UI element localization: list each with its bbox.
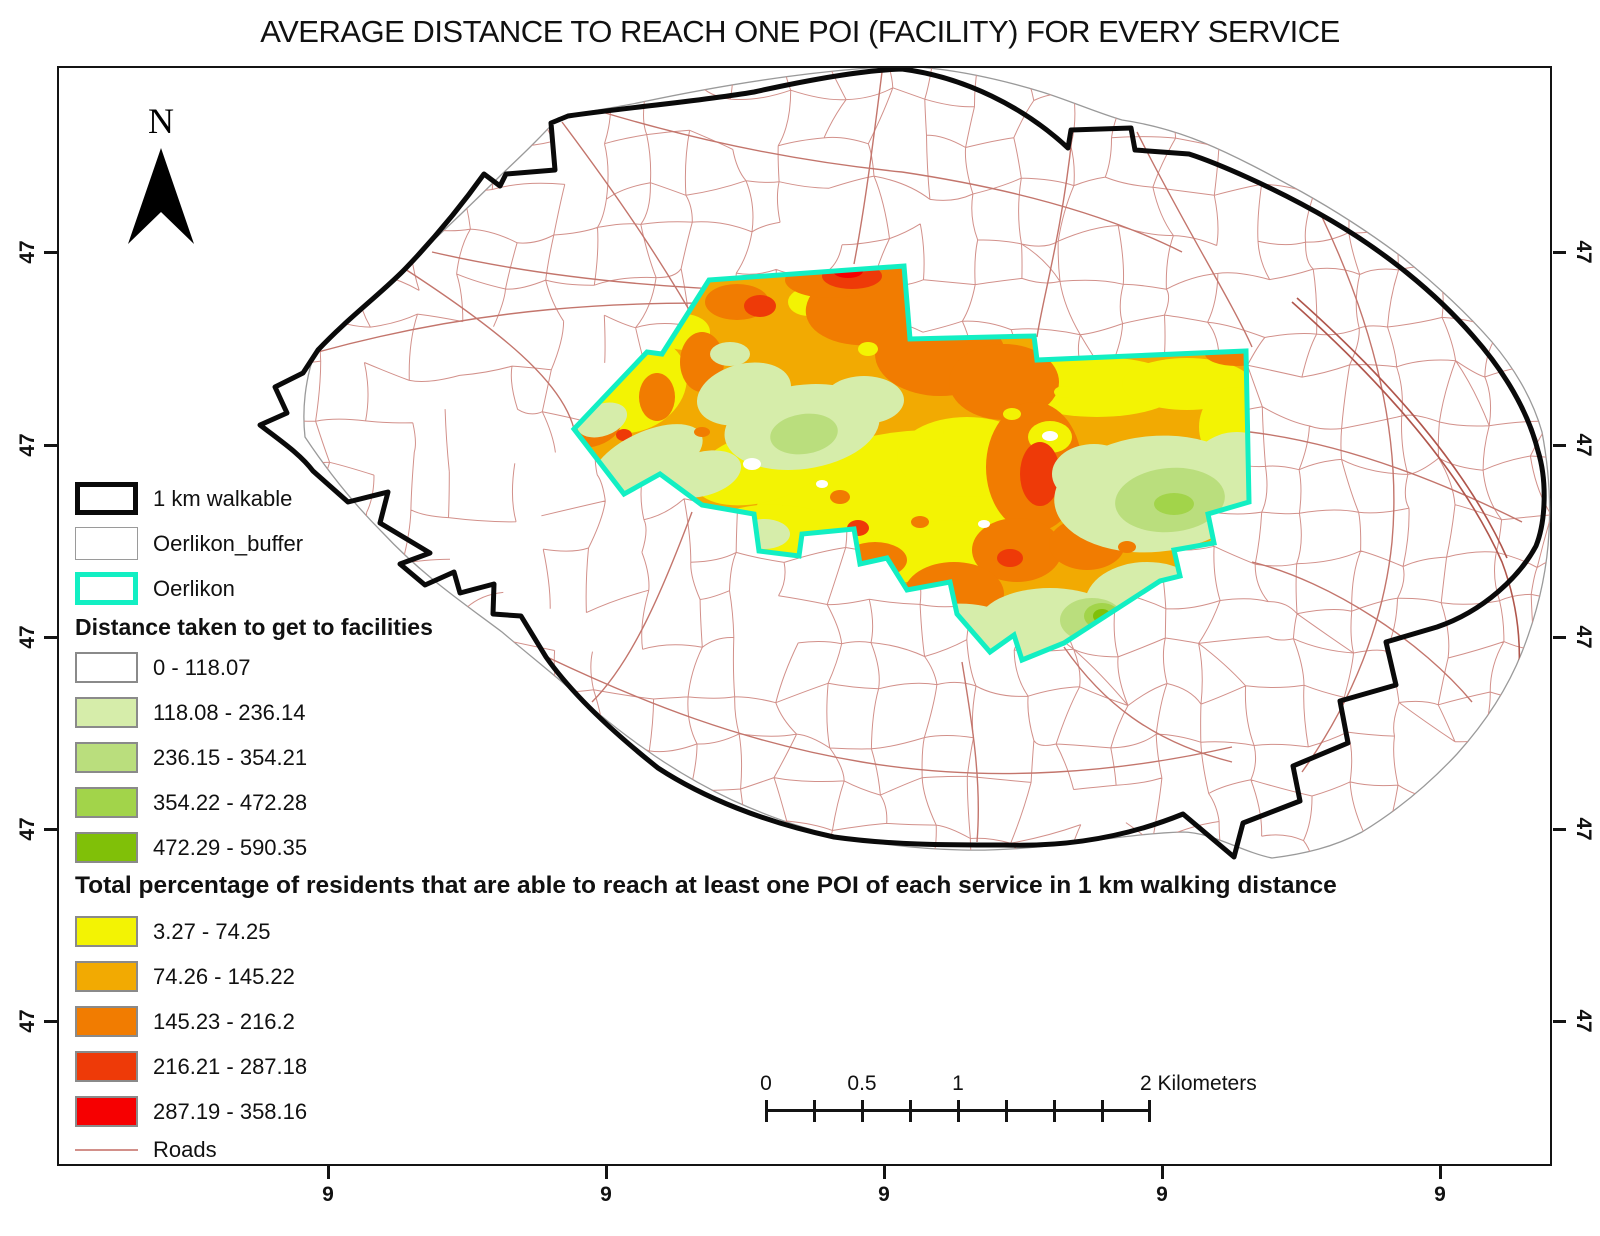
- percent-class-label: 287.19 - 358.16: [153, 1098, 308, 1124]
- axis-label-left: 47: [16, 1009, 39, 1033]
- percent-class-swatch: [75, 1051, 138, 1082]
- axis-tick: [883, 1166, 886, 1179]
- axis-tick: [1553, 636, 1566, 639]
- distance-class-swatch: [75, 832, 138, 863]
- axis-label-right: 47: [1572, 817, 1595, 841]
- percent-class-swatch: [75, 1006, 138, 1037]
- buffer-swatch: [75, 527, 138, 560]
- scalebar-tick: [1148, 1100, 1151, 1122]
- axis-tick: [1553, 251, 1566, 254]
- distance-class-label: 236.15 - 354.21: [153, 744, 308, 770]
- map-canvas: [257, 68, 1551, 860]
- distance-class-row: 472.29 - 590.35: [75, 832, 307, 863]
- distance-class-row: 118.08 - 236.14: [75, 697, 306, 728]
- distance-class-label: 118.08 - 236.14: [153, 699, 306, 725]
- scalebar-tick: [909, 1100, 912, 1122]
- oerlikon-swatch: [75, 572, 138, 605]
- north-label: N: [148, 101, 174, 141]
- percent-class-row: 74.26 - 145.22: [75, 961, 295, 992]
- axis-label-bottom: 9: [1434, 1183, 1446, 1206]
- percent-class-swatch: [75, 916, 138, 947]
- map-title: AVERAGE DISTANCE TO REACH ONE POI (FACIL…: [260, 14, 1340, 49]
- percent-legend-heading: Total percentage of residents that are a…: [75, 872, 1337, 899]
- axis-tick: [44, 1020, 57, 1023]
- north-arrow-icon: [128, 148, 194, 244]
- axis-tick: [1439, 1166, 1442, 1179]
- arterial-roads: [317, 71, 1523, 843]
- distance-class-row: 236.15 - 354.21: [75, 742, 307, 773]
- legend-item-roads: Roads: [75, 1136, 217, 1164]
- scalebar-label-0: 0: [760, 1072, 772, 1095]
- axis-tick: [327, 1166, 330, 1179]
- distance-class-row: 0 - 118.07: [75, 652, 250, 683]
- axis-tick: [44, 444, 57, 447]
- walkable-label: 1 km walkable: [153, 485, 293, 511]
- axis-tick: [44, 636, 57, 639]
- axis-label-left: 47: [16, 433, 39, 457]
- axis-label-left: 47: [16, 817, 39, 841]
- axis-label-right: 47: [1572, 240, 1595, 264]
- percent-class-row: 287.19 - 358.16: [75, 1096, 307, 1127]
- distance-class-swatch: [75, 787, 138, 818]
- distance-class-swatch: [75, 742, 138, 773]
- distance-class-label: 472.29 - 590.35: [153, 834, 308, 860]
- axis-label-bottom: 9: [878, 1183, 890, 1206]
- distance-class-row: 354.22 - 472.28: [75, 787, 307, 818]
- axis-label-right: 47: [1572, 625, 1595, 649]
- percent-class-label: 74.26 - 145.22: [153, 963, 295, 989]
- scalebar-tick: [765, 1100, 768, 1122]
- roads-layer: [303, 68, 1550, 858]
- scalebar-tick: [957, 1100, 960, 1122]
- percent-class-swatch: [75, 1096, 138, 1127]
- scalebar-label-2km: 2 Kilometers: [1140, 1072, 1257, 1095]
- legend-item-walkable: 1 km walkable: [75, 482, 292, 515]
- axis-label-right: 47: [1572, 1009, 1595, 1033]
- percent-class-label: 145.23 - 216.2: [153, 1008, 295, 1034]
- percent-class-label: 216.21 - 287.18: [153, 1053, 308, 1079]
- oerlikon-outline: [570, 263, 1252, 664]
- distance-class-swatch: [75, 652, 138, 683]
- axis-tick: [44, 251, 57, 254]
- roads-label: Roads: [153, 1137, 217, 1162]
- scalebar-tick: [1053, 1100, 1056, 1122]
- percent-class-swatch: [75, 961, 138, 992]
- axis-label-bottom: 9: [322, 1183, 334, 1206]
- walkable-outline: [257, 68, 1547, 860]
- axis-label-left: 47: [16, 240, 39, 264]
- axis-tick: [1553, 444, 1566, 447]
- axis-tick: [605, 1166, 608, 1179]
- distance-legend-heading: Distance taken to get to facilities: [75, 614, 433, 640]
- axis-label-right: 47: [1572, 433, 1595, 457]
- legend-item-oerlikon: Oerlikon: [75, 572, 235, 605]
- buffer-label: Oerlikon_buffer: [153, 530, 304, 556]
- scalebar-label-05: 0.5: [847, 1072, 877, 1095]
- axis-label-bottom: 9: [600, 1183, 612, 1206]
- axis-label-left: 47: [16, 625, 39, 649]
- scalebar-tick: [861, 1100, 864, 1122]
- scalebar-label-1: 1: [952, 1072, 964, 1095]
- distance-class-label: 354.22 - 472.28: [153, 789, 308, 815]
- scalebar-tick: [1005, 1100, 1008, 1122]
- axis-tick: [1161, 1166, 1164, 1179]
- percent-class-row: 145.23 - 216.2: [75, 1006, 295, 1037]
- axis-label-bottom: 9: [1156, 1183, 1168, 1206]
- legend-item-buffer: Oerlikon_buffer: [75, 527, 303, 560]
- map-frame: [57, 66, 1552, 1166]
- percent-class-row: 3.27 - 74.25: [75, 916, 270, 947]
- axis-tick: [44, 828, 57, 831]
- scalebar-tick: [813, 1100, 816, 1122]
- axis-tick: [1553, 828, 1566, 831]
- percent-class-row: 216.21 - 287.18: [75, 1051, 307, 1082]
- walkable-swatch: [75, 482, 138, 515]
- axis-tick: [1553, 1020, 1566, 1023]
- distance-class-label: 0 - 118.07: [153, 654, 251, 680]
- north-arrow: N: [128, 100, 194, 250]
- distance-class-swatch: [75, 697, 138, 728]
- oerlikon-label: Oerlikon: [153, 575, 235, 601]
- scalebar-tick: [1101, 1100, 1104, 1122]
- percent-class-label: 3.27 - 74.25: [153, 918, 271, 944]
- roads-swatch: [75, 1149, 138, 1151]
